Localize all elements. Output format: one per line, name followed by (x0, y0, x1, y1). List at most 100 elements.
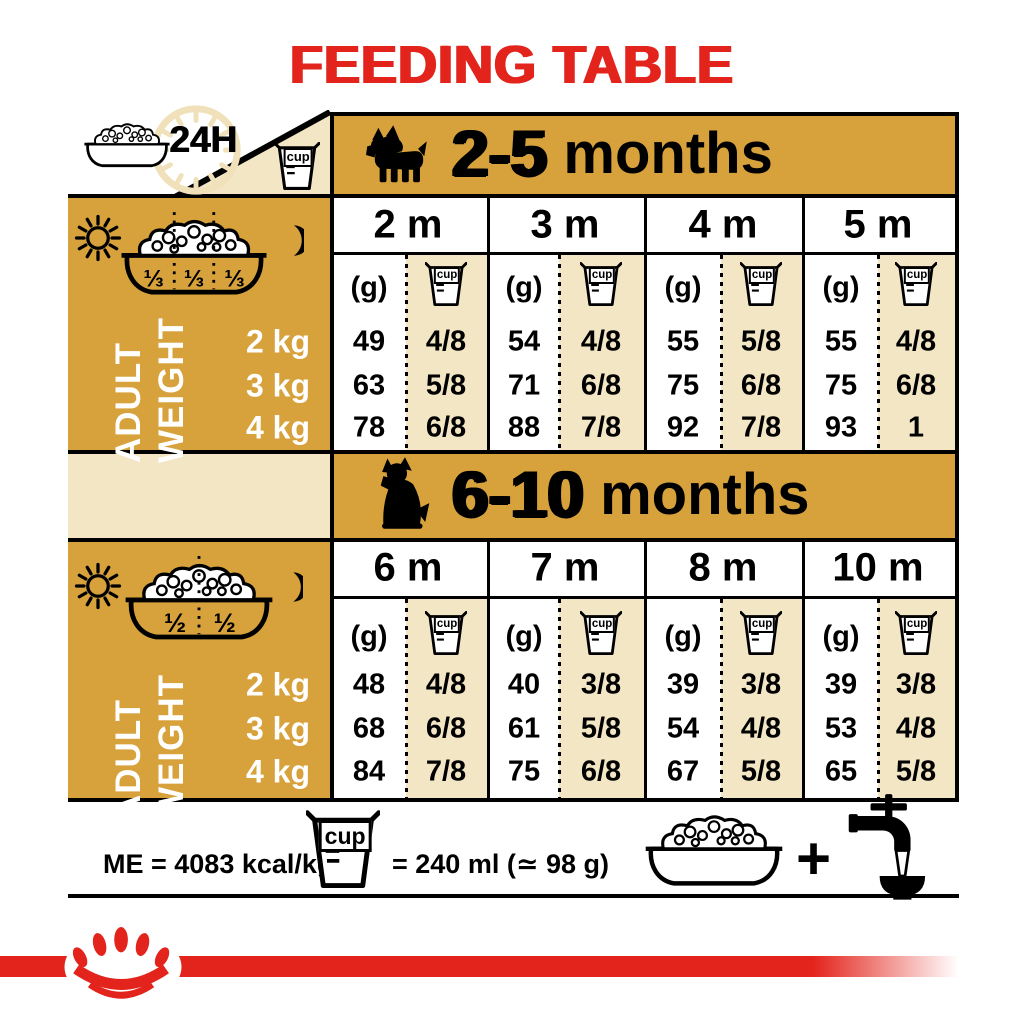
measuring-cup-icon: cup (895, 262, 937, 308)
metabolizable-energy-note: ME = 4083 kcal/kg (103, 849, 334, 879)
month-header: 8 m (688, 545, 758, 590)
measuring-cup-icon: cup (425, 611, 467, 657)
cup-value: 1 (907, 411, 925, 444)
sun-icon (74, 214, 122, 262)
grams-value: 93 (824, 411, 858, 444)
dotted-separator (720, 255, 723, 450)
cup-value: 7/8 (425, 755, 467, 788)
moon-icon (293, 572, 303, 602)
grams-value: 71 (507, 369, 541, 402)
grid-line (330, 112, 334, 802)
cup-value: 4/8 (740, 712, 782, 745)
grams-value: 48 (352, 668, 386, 701)
cup-equivalence-note: = 240 ml (≃ 98 g) (392, 849, 609, 879)
cup-value: 5/8 (740, 325, 782, 358)
grams-unit-label: (g) (505, 271, 543, 304)
cup-icon-label: cup (588, 267, 616, 285)
cup-icon-label: cup (903, 616, 931, 634)
grid-line (487, 542, 490, 798)
cup-icon-label: cup (433, 267, 461, 285)
grid-line (68, 538, 959, 542)
grid-line (955, 112, 959, 802)
month-header: 2 m (373, 202, 443, 247)
page-title: FEEDING TABLE (290, 35, 734, 95)
age-band-2-left-box (68, 450, 330, 538)
grams-value: 39 (666, 668, 700, 701)
grid-line (487, 198, 490, 450)
measuring-cup-icon: cup (740, 262, 782, 308)
cup-icon-label: cup (433, 616, 461, 634)
grams-value: 75 (507, 755, 541, 788)
age-band-2-background (330, 450, 959, 538)
grams-value: 53 (824, 712, 858, 745)
grams-value: 54 (507, 325, 541, 358)
age-unit-1: months (563, 120, 773, 186)
grams-value: 84 (352, 755, 386, 788)
cup-value: 5/8 (580, 712, 622, 745)
royal-canin-crown-logo (64, 926, 182, 1004)
bowl-day-split-icon: ⅓ ⅓ ⅓ (121, 212, 267, 295)
grid-line (68, 450, 959, 454)
cup-value: 5/8 (425, 369, 467, 402)
cup-value: 3/8 (740, 668, 782, 701)
cup-value: 6/8 (580, 755, 622, 788)
cup-value: 6/8 (740, 369, 782, 402)
dotted-separator (558, 255, 561, 450)
weight-row-label: 4 kg (245, 753, 310, 790)
dotted-separator (558, 599, 561, 798)
dog-sitting-icon (380, 457, 430, 529)
bowl-fraction: ½ (164, 608, 186, 638)
grams-value: 55 (666, 325, 700, 358)
month-header: 7 m (530, 545, 600, 590)
dotted-separator (405, 255, 408, 450)
measuring-cup-icon: cup (425, 262, 467, 308)
dotted-separator (877, 599, 880, 798)
bowl-fraction: ½ (214, 608, 236, 638)
adult-weight-axis-label: ADULT WEIGHT (109, 674, 191, 820)
brand-stripe (0, 956, 968, 977)
measuring-cup-icon: cup (740, 611, 782, 657)
month-header: 6 m (373, 545, 443, 590)
grams-value: 88 (507, 411, 541, 444)
grid-line (68, 194, 959, 198)
age-band-1-background (330, 112, 959, 194)
weight-row-label: 2 kg (245, 323, 310, 360)
grid-line (68, 894, 959, 898)
bowl-fraction: ⅓ (224, 265, 244, 292)
grid-line (644, 542, 647, 798)
measuring-cup-icon: cup (580, 611, 622, 657)
cup-icon-label: cup (748, 267, 776, 285)
grams-unit-label: (g) (664, 620, 702, 653)
dotted-separator (720, 599, 723, 798)
grams-unit-label: (g) (822, 620, 860, 653)
clock-24h-label: 24H (169, 119, 237, 160)
weight-row-label: 2 kg (245, 666, 310, 703)
cup-icon-label: cup (588, 616, 616, 634)
grams-value: 68 (352, 712, 386, 745)
cup-value: 6/8 (895, 369, 937, 402)
grams-value: 67 (666, 755, 700, 788)
measuring-cup-icon: cup (580, 262, 622, 308)
age-range-1: 2-5 (452, 116, 548, 190)
grams-value: 92 (666, 411, 700, 444)
moon-icon (293, 225, 304, 256)
cup-value: 4/8 (895, 712, 937, 745)
grams-unit-label: (g) (664, 271, 702, 304)
weight-row-label: 3 kg (245, 367, 310, 404)
grid-line (802, 198, 805, 450)
adult-weight-axis-label: ADULT WEIGHT (109, 317, 191, 463)
age-band-2: 6-10 months (452, 450, 810, 538)
weight-row-label: 4 kg (245, 409, 310, 446)
cup-value: 3/8 (580, 668, 622, 701)
grams-value: 55 (824, 325, 858, 358)
grams-unit-label: (g) (505, 620, 543, 653)
cup-value: 5/8 (740, 755, 782, 788)
dotted-separator (405, 599, 408, 798)
sun-icon (74, 562, 122, 610)
grams-value: 75 (666, 369, 700, 402)
food-bowl-icon (645, 815, 783, 886)
grams-value: 78 (352, 411, 386, 444)
month-header: 4 m (688, 202, 758, 247)
grams-value: 49 (352, 325, 386, 358)
